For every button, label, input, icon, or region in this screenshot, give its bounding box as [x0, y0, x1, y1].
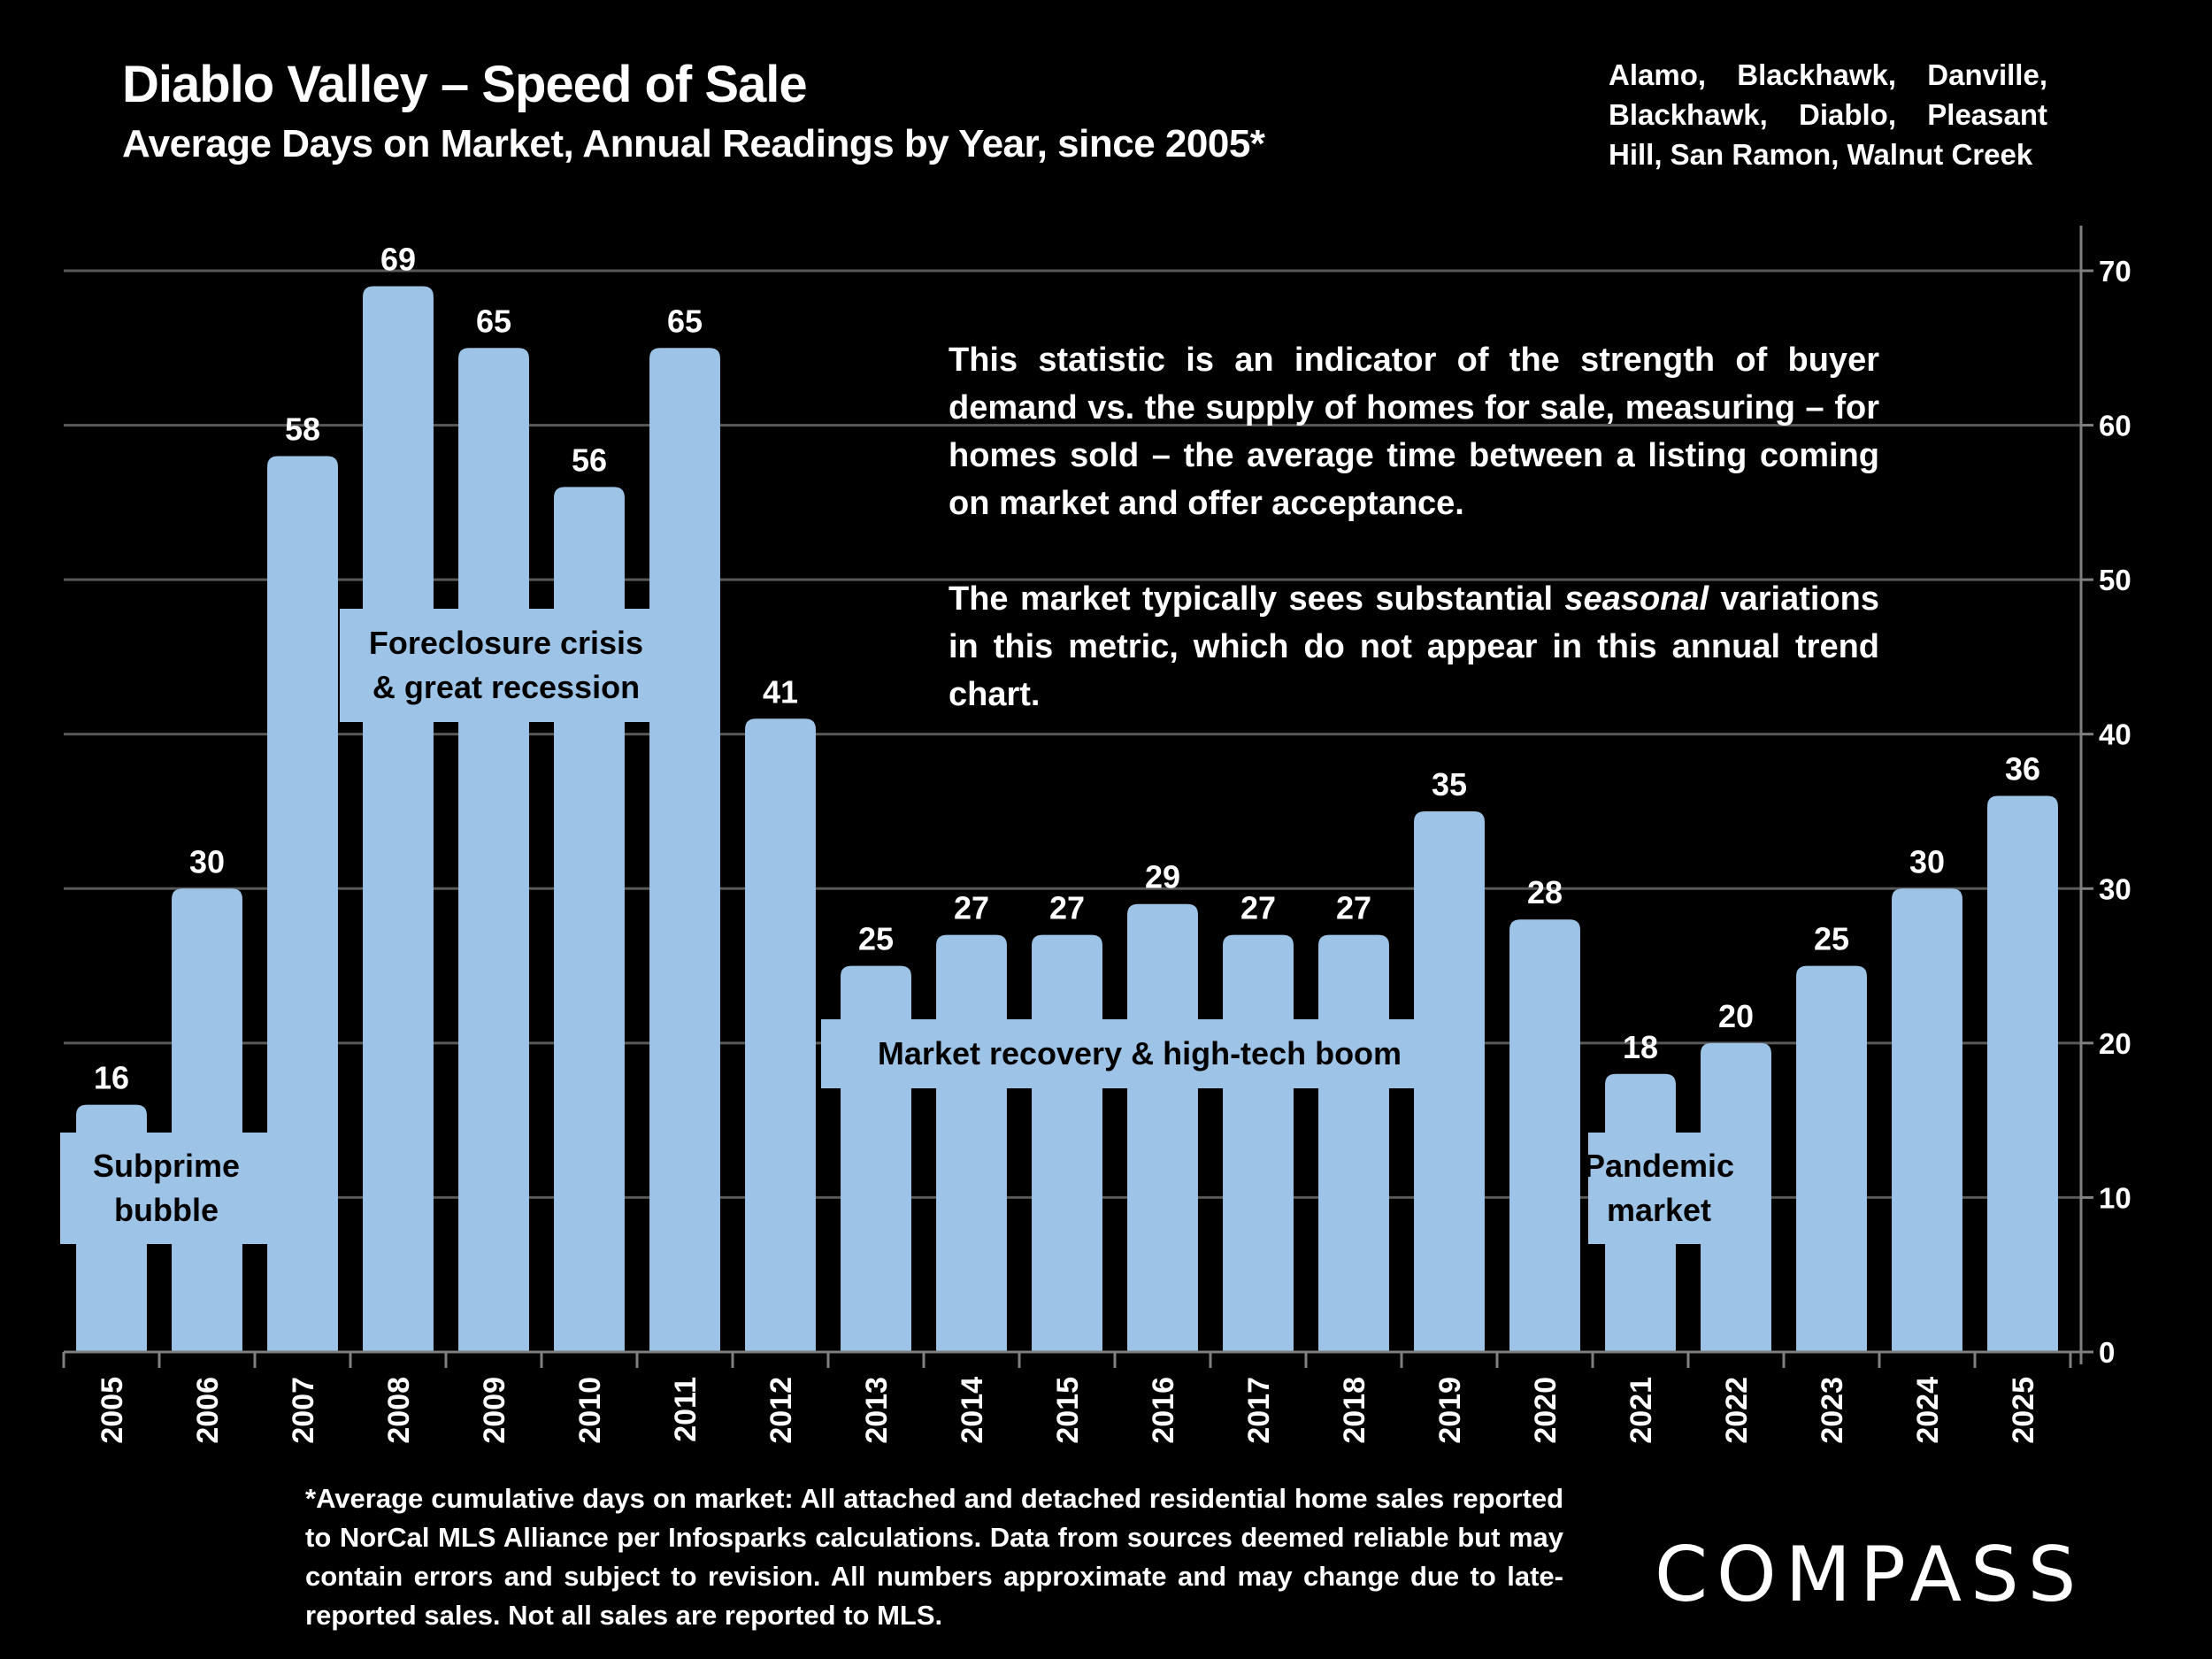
y-tick-label: 0 — [2099, 1336, 2115, 1369]
description-paragraph-1: This statistic is an indicator of the st… — [949, 342, 1879, 522]
y-tick-label: 10 — [2099, 1181, 2131, 1214]
bar-2018 — [1318, 934, 1389, 1352]
x-tick-label: 2009 — [478, 1377, 511, 1444]
y-tick-label: 20 — [2099, 1027, 2131, 1060]
x-tick-label: 2008 — [382, 1377, 416, 1444]
area-list: Alamo, Blackhawk, Danville, Blackhawk, D… — [1609, 58, 2047, 171]
x-tick-label: 2022 — [1720, 1377, 1754, 1444]
bar-2009 — [458, 348, 529, 1353]
bar-value-label: 65 — [667, 303, 703, 339]
x-tick-label: 2023 — [1816, 1377, 1849, 1444]
bar-value-label: 16 — [94, 1060, 129, 1096]
annotation-box — [821, 1019, 1458, 1088]
bar-value-label: 41 — [763, 673, 798, 710]
bar-2020 — [1509, 919, 1580, 1352]
bar-value-label: 20 — [1718, 998, 1754, 1034]
annotations: Subprime bubble Foreclosure crisis & great … — [60, 609, 1734, 1244]
bar-value-label: 27 — [1336, 890, 1371, 926]
description-paragraph-2: The market typically sees substantial se… — [949, 575, 1879, 718]
annotation-box — [340, 609, 672, 722]
description-text: The market typically sees substantial — [949, 580, 1565, 618]
bar-value-label: 27 — [1240, 890, 1276, 926]
chart-subtitle: Average Days on Market, Annual Readings … — [122, 122, 1265, 165]
x-tick-label: 2014 — [956, 1377, 989, 1444]
bar-value-label: 29 — [1145, 859, 1180, 895]
annotation-label: Pandemic — [1584, 1148, 1734, 1184]
bar-value-label: 69 — [380, 241, 416, 277]
bar-value-labels: 16 30 58 69 65 56 65 41 25 27 27 29 27 27 35 28 18 20 25 30… — [94, 241, 2040, 1095]
bar-2024 — [1892, 888, 1962, 1352]
x-tick-label: 2019 — [1433, 1377, 1467, 1444]
x-tick-label: 2010 — [573, 1377, 607, 1444]
bar-value-label: 25 — [858, 921, 894, 957]
bar-2006 — [172, 888, 242, 1352]
annotation-label: market — [1607, 1192, 1711, 1228]
bar-2017 — [1223, 934, 1294, 1352]
annotation-label: Market recovery & high-tech boom — [878, 1035, 1402, 1071]
x-tick-label: 2024 — [1911, 1377, 1945, 1444]
x-tick-label: 2016 — [1147, 1377, 1180, 1444]
chart-title: Diablo Valley – Speed of Sale — [122, 56, 808, 113]
bar-value-label: 27 — [1049, 890, 1085, 926]
x-tick-label: 2006 — [191, 1377, 225, 1444]
y-tick-label: 50 — [2099, 564, 2131, 596]
x-tick-label: 2012 — [764, 1377, 798, 1444]
bar-2015 — [1032, 934, 1102, 1352]
footnote: *Average cumulative days on market: All … — [305, 1483, 1563, 1631]
bar-value-label: 58 — [285, 411, 320, 447]
bar-value-label: 30 — [1909, 843, 1945, 879]
axes: 0 10 20 30 40 50 60 70 2005 2006 2007 2008 2009 2010 2… — [62, 226, 2131, 1444]
y-tick-label: 40 — [2099, 718, 2131, 751]
x-tick-label: 2015 — [1051, 1377, 1085, 1444]
bar-value-label: 35 — [1432, 766, 1467, 803]
bar-value-label: 65 — [476, 303, 511, 339]
y-tick-label: 70 — [2099, 255, 2131, 288]
description-box: This statistic is an indicator of the st… — [949, 336, 1879, 718]
bar-2016 — [1127, 903, 1198, 1352]
bar-value-label: 18 — [1623, 1029, 1658, 1065]
bar-2007 — [267, 456, 338, 1352]
bar-2014 — [936, 934, 1007, 1352]
x-tick-label: 2025 — [2007, 1377, 2040, 1444]
description-emphasis: seasonal — [1564, 580, 1709, 618]
y-tick-label: 30 — [2099, 872, 2131, 905]
x-tick-label: 2005 — [96, 1377, 129, 1444]
x-tick-label: 2020 — [1529, 1377, 1563, 1444]
bar-value-label: 25 — [1814, 921, 1849, 957]
bar-2022 — [1701, 1042, 1771, 1352]
bar-value-label: 27 — [954, 890, 989, 926]
y-tick-label: 60 — [2099, 410, 2131, 442]
x-tick-label: 2021 — [1624, 1377, 1658, 1444]
bar-2012 — [745, 718, 816, 1352]
annotation-label: & great recession — [373, 669, 640, 705]
annotation-box — [60, 1133, 273, 1244]
x-tick-label: 2007 — [287, 1377, 320, 1444]
x-tick-label: 2013 — [860, 1377, 894, 1444]
annotation-label: Subprime — [93, 1148, 240, 1184]
x-tick-label: 2017 — [1242, 1377, 1276, 1444]
bar-2008 — [363, 286, 434, 1352]
bar-2011 — [649, 348, 720, 1353]
bar-value-label: 28 — [1527, 874, 1563, 910]
x-tick-label: 2011 — [669, 1377, 703, 1442]
annotation-label: Foreclosure crisis — [369, 625, 643, 661]
x-tick-label: 2018 — [1338, 1377, 1371, 1444]
annotation-label: bubble — [114, 1192, 219, 1228]
description-text: variations in this metric, which do not … — [949, 580, 1879, 713]
bar-value-label: 36 — [2005, 751, 2040, 787]
compass-logo: COMPASS — [1655, 1531, 2085, 1619]
annotation-box — [1588, 1133, 1730, 1244]
bar-2025 — [1987, 795, 2058, 1352]
bar-value-label: 30 — [189, 843, 225, 879]
bar-2023 — [1796, 965, 1867, 1352]
bar-value-label: 56 — [572, 442, 607, 478]
